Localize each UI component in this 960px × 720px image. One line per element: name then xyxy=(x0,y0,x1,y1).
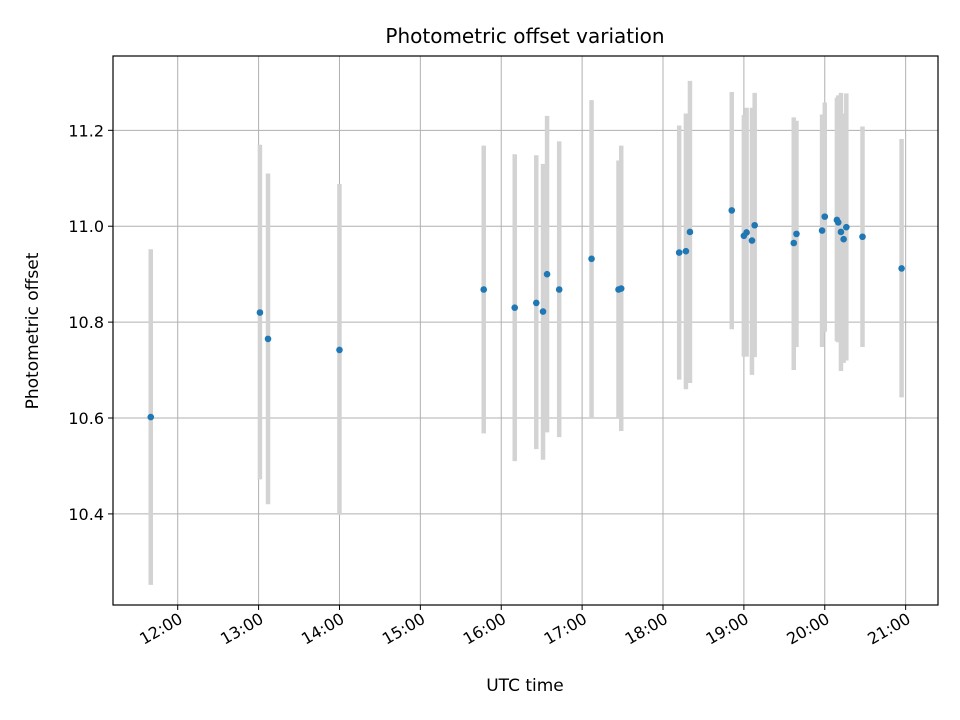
plot-frame xyxy=(112,55,939,606)
data-point xyxy=(532,299,540,307)
data-point xyxy=(686,228,694,236)
data-point xyxy=(834,219,842,226)
data-point xyxy=(743,229,750,236)
data-point xyxy=(511,304,519,312)
y-axis-ticks: 10.4 10.6 10.8 11.0 11.2 xyxy=(68,121,113,524)
data-point xyxy=(748,237,756,244)
y-tick-label: 10.4 xyxy=(68,505,104,524)
data-points xyxy=(147,207,905,421)
data-point xyxy=(555,286,563,293)
data-point xyxy=(264,335,272,343)
grid xyxy=(113,56,938,605)
y-tick-label: 11.0 xyxy=(68,217,104,236)
data-point xyxy=(793,230,800,238)
data-point xyxy=(256,309,264,316)
chart-title: Photometric offset variation xyxy=(385,24,664,48)
data-point xyxy=(843,223,850,231)
data-point xyxy=(821,213,829,220)
data-point xyxy=(818,227,826,234)
data-point xyxy=(837,228,845,236)
data-point xyxy=(682,247,690,255)
data-point xyxy=(543,270,551,278)
data-point xyxy=(539,308,547,315)
data-point xyxy=(480,286,488,293)
data-point xyxy=(751,221,758,229)
data-point xyxy=(859,233,866,241)
data-point xyxy=(675,249,683,256)
x-axis-label: UTC time xyxy=(486,676,564,696)
data-point xyxy=(790,239,798,247)
data-point xyxy=(588,255,595,263)
data-point xyxy=(336,346,343,354)
y-tick-label: 11.2 xyxy=(68,121,104,140)
y-tick-label: 10.6 xyxy=(68,409,104,428)
data-point xyxy=(840,235,847,243)
data-point xyxy=(898,265,905,272)
y-axis-label: Photometric offset xyxy=(23,252,43,409)
data-point xyxy=(728,207,736,214)
y-tick-label: 10.8 xyxy=(68,313,104,332)
data-point xyxy=(617,285,625,292)
data-point xyxy=(147,413,155,421)
